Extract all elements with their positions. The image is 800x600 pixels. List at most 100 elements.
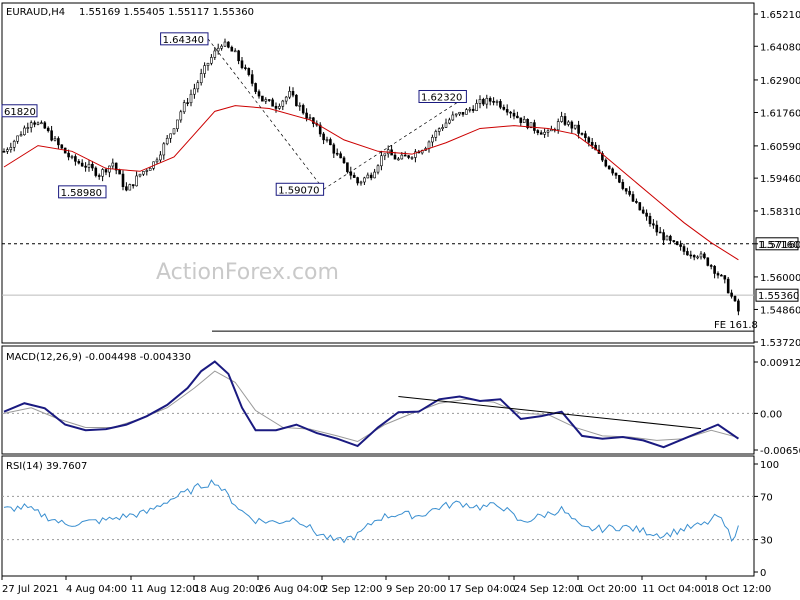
candle-body: [451, 114, 455, 121]
candle-body: [584, 133, 587, 138]
candle-body: [516, 115, 519, 119]
fe-label: FE 161.8: [714, 320, 758, 331]
candle-body: [101, 169, 104, 177]
candle-body: [118, 169, 121, 175]
candle-body: [509, 111, 512, 114]
candle-body: [131, 184, 135, 187]
candle-body: [611, 168, 614, 174]
price-y-tick-label: 1.61760: [760, 108, 800, 119]
moving-average-layer: [3, 38, 739, 261]
swing-connector: [207, 38, 324, 190]
candle-body: [499, 101, 502, 108]
candle-body: [543, 131, 546, 135]
candle-body: [104, 169, 108, 173]
rsi-y-tick-label: 70: [760, 492, 773, 503]
candle-body: [23, 127, 26, 136]
candle-body: [240, 60, 244, 68]
candle-body: [145, 170, 149, 172]
level-label: 1.55360: [758, 291, 799, 302]
candle-body: [12, 140, 16, 148]
candle-body: [427, 141, 431, 149]
candle-body: [352, 174, 356, 178]
candle-body: [709, 265, 713, 267]
candle-body: [373, 171, 376, 179]
candle-body: [60, 144, 64, 149]
rsi-y-tick-label: 0: [760, 568, 766, 579]
candle-body: [176, 119, 179, 130]
candle-body: [641, 209, 645, 214]
candle-body: [376, 165, 380, 173]
symbol-label: EURAUD,H4: [6, 7, 65, 18]
candle-body: [529, 122, 533, 129]
candle-body: [50, 130, 53, 141]
price-panel-frame: [1, 2, 755, 344]
candle-body: [172, 128, 176, 135]
candle-body: [261, 95, 264, 102]
candle-body: [308, 117, 312, 120]
candle-body: [737, 300, 740, 312]
candle-body: [169, 133, 172, 139]
candle-body: [573, 124, 577, 129]
candle-body: [189, 93, 193, 104]
candle-body: [682, 246, 686, 252]
candle-body: [461, 111, 465, 115]
candle-body: [233, 50, 237, 53]
candle-body: [250, 74, 254, 84]
candle-body: [91, 163, 94, 169]
candle-body: [80, 162, 84, 167]
x-tick-label: 27 Jul 2021: [2, 584, 59, 595]
candle-body: [33, 122, 36, 125]
candle-body: [716, 273, 720, 276]
candle-body: [247, 68, 251, 75]
candle-body: [254, 83, 257, 92]
candle-body: [475, 103, 478, 111]
price-y-tick-label: 1.59460: [760, 174, 800, 185]
candle-body: [114, 162, 118, 171]
candle-body: [444, 122, 448, 128]
candle-body: [271, 99, 274, 107]
candle-body: [87, 163, 91, 168]
rsi-title: RSI(14) 39.7607: [6, 461, 87, 472]
candle-body: [689, 254, 693, 257]
candle-body: [730, 292, 733, 297]
candle-body: [57, 138, 60, 146]
macd-y-tick-label: 0.00: [760, 409, 782, 420]
candle-body: [196, 82, 200, 90]
candle-body: [482, 99, 485, 105]
candle-body: [580, 133, 584, 135]
candle-body: [607, 165, 611, 170]
price-y-tick-label: 1.58310: [760, 207, 800, 218]
candle-body: [635, 200, 638, 203]
candle-body: [488, 98, 492, 102]
price-label-box: [418, 89, 467, 103]
candle-body: [216, 47, 220, 52]
candle-body: [407, 155, 410, 158]
candle-body: [410, 157, 414, 159]
candle-body: [601, 153, 604, 161]
candle-body: [686, 251, 689, 256]
macd-y-tick-label: -0.006506: [760, 446, 800, 457]
candle-body: [125, 186, 128, 191]
candle-body: [179, 111, 183, 121]
candle-body: [94, 167, 98, 176]
candle-body: [669, 235, 672, 241]
candle-body: [703, 253, 706, 259]
candle-body: [257, 91, 261, 97]
candle-body: [40, 122, 43, 125]
candle-body: [431, 137, 434, 143]
candle-body: [278, 105, 281, 109]
candle-body: [590, 141, 594, 146]
candle-body: [155, 159, 159, 163]
price-label: 1.58980: [61, 188, 102, 199]
candle-body: [220, 45, 223, 49]
candle-body: [434, 131, 438, 138]
price-y-tick-label: 1.65210: [760, 10, 800, 21]
candle-body: [458, 111, 461, 115]
candle-body: [213, 50, 217, 58]
candle-body: [485, 98, 489, 105]
candle-body: [505, 109, 509, 113]
candle-body: [223, 41, 227, 47]
candle-body: [393, 154, 397, 160]
candle-body: [638, 202, 642, 211]
candle-body: [203, 65, 206, 74]
